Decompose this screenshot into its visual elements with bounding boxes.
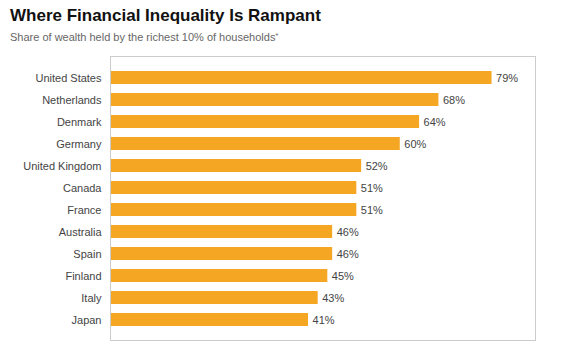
svg-text:Italy: Italy — [81, 292, 102, 304]
svg-text:51%: 51% — [361, 182, 383, 194]
html-text:Share of wealth held by the ri: Share of wealth held by the richest 10% … — [10, 31, 280, 43]
svg-text:46%: 46% — [337, 248, 359, 260]
svg-text:79%: 79% — [496, 72, 518, 84]
svg-text:60%: 60% — [404, 138, 426, 150]
svg-text:43%: 43% — [322, 292, 344, 304]
svg-text:52%: 52% — [366, 160, 388, 172]
svg-text:51%: 51% — [361, 204, 383, 216]
svg-text:45%: 45% — [332, 270, 354, 282]
svg-text:64%: 64% — [424, 116, 446, 128]
svg-text:Japan: Japan — [72, 314, 102, 326]
svg-text:41%: 41% — [313, 314, 335, 326]
html-text:Where Financial Inequality Is: Where Financial Inequality Is Rampant — [10, 6, 321, 25]
svg-text:46%: 46% — [337, 226, 359, 238]
svg-text:Spain: Spain — [73, 248, 101, 260]
svg-text:Finland: Finland — [65, 270, 101, 282]
svg-text:Australia: Australia — [59, 226, 103, 238]
svg-text:United Kingdom: United Kingdom — [23, 160, 101, 172]
svg-text:United States: United States — [35, 72, 102, 84]
svg-text:Denmark: Denmark — [57, 116, 102, 128]
svg-text:Canada: Canada — [63, 182, 102, 194]
svg-text:France: France — [67, 204, 101, 216]
svg-text:Germany: Germany — [56, 138, 102, 150]
svg-text:Netherlands: Netherlands — [42, 94, 102, 106]
svg-text:68%: 68% — [443, 94, 465, 106]
